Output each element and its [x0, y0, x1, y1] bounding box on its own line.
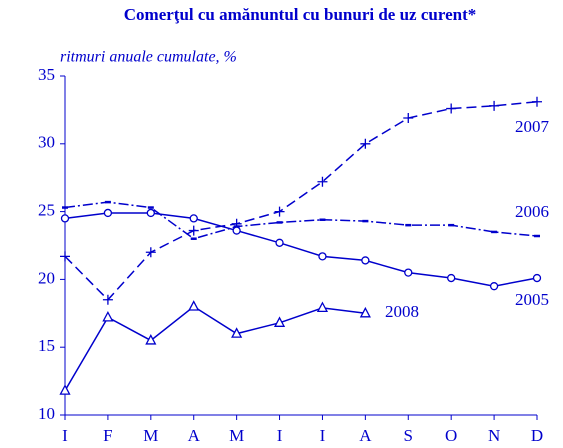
point — [489, 282, 499, 291]
point — [361, 256, 370, 265]
x-tick-label: I — [320, 426, 326, 445]
point — [489, 100, 500, 111]
series-label: 2006 — [515, 202, 549, 221]
point — [359, 306, 371, 318]
point — [102, 294, 113, 305]
point — [275, 238, 284, 247]
series-label: 2007 — [515, 117, 550, 136]
x-tick-label: F — [103, 426, 112, 445]
point — [318, 252, 327, 261]
y-tick-label: 10 — [38, 404, 55, 423]
point — [102, 310, 114, 322]
series-line — [64, 201, 538, 240]
series-line — [64, 212, 538, 287]
x-tick-label: M — [143, 426, 158, 445]
point — [316, 301, 329, 313]
point — [231, 327, 243, 338]
x-tick-label: M — [229, 426, 244, 445]
x-tick-label: O — [445, 426, 457, 445]
point — [360, 138, 371, 149]
point — [274, 206, 285, 217]
series-line — [64, 305, 366, 391]
point — [145, 247, 156, 258]
series-label: 2008 — [385, 302, 419, 321]
x-tick-label: S — [404, 426, 413, 445]
series-line — [64, 101, 538, 301]
y-tick-label: 25 — [38, 201, 55, 220]
y-tick-label: 30 — [38, 133, 55, 152]
chart-subtitle: ritmuri anuale cumulate, % — [60, 49, 237, 66]
point — [532, 96, 542, 107]
point — [447, 273, 456, 283]
x-tick-label: I — [277, 426, 283, 445]
point — [403, 113, 414, 124]
x-tick-label: D — [531, 426, 543, 445]
x-tick-label: N — [488, 426, 500, 445]
x-tick-label: I — [62, 426, 68, 445]
point — [103, 208, 113, 218]
x-tick-label: A — [359, 426, 372, 445]
chart-title: Comerţul cu amănuntul cu bunuri de uz cu… — [124, 5, 476, 24]
series-label: 2005 — [515, 290, 549, 309]
point — [145, 334, 157, 345]
point — [60, 214, 70, 223]
point — [189, 214, 198, 223]
point — [59, 384, 71, 395]
point — [273, 316, 286, 327]
y-tick-label: 15 — [38, 336, 55, 355]
y-tick-label: 35 — [38, 65, 55, 84]
point — [446, 103, 457, 114]
point — [188, 225, 199, 236]
point — [60, 251, 70, 262]
x-tick-label: A — [188, 426, 201, 445]
point — [146, 208, 155, 218]
point — [532, 273, 542, 283]
point — [317, 176, 328, 187]
point — [188, 300, 200, 311]
y-tick-label: 20 — [38, 268, 55, 287]
point — [232, 226, 241, 235]
point — [404, 268, 413, 277]
